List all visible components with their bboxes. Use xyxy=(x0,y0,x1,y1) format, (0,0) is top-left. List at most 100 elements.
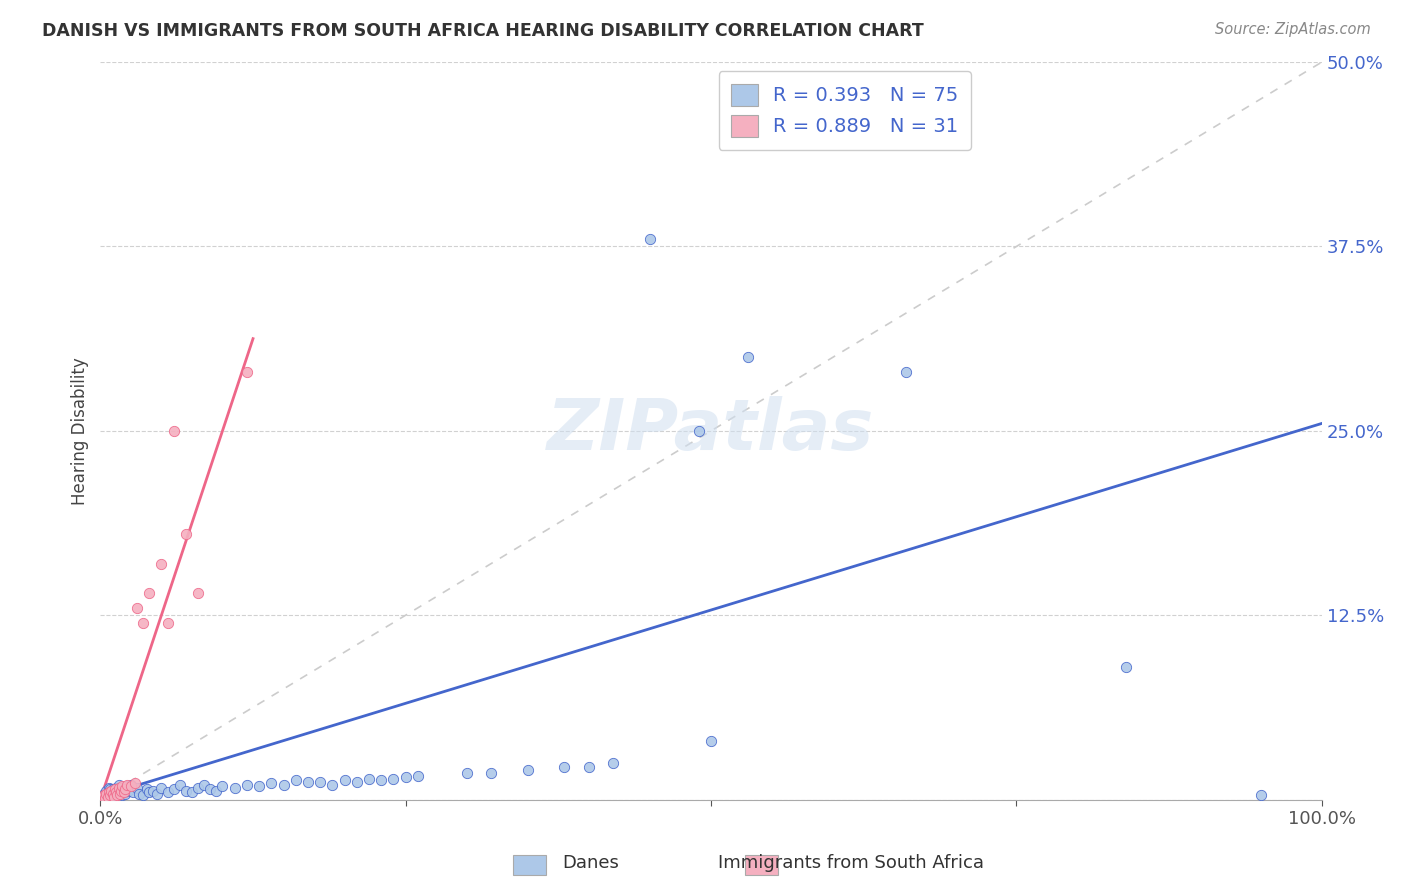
Point xyxy=(162,782,184,797)
Point xyxy=(97,785,120,799)
Point xyxy=(93,787,115,801)
Point xyxy=(96,787,118,801)
Point xyxy=(120,778,142,792)
Point xyxy=(150,780,173,795)
Point xyxy=(578,760,600,774)
Point xyxy=(98,788,121,802)
Text: ZIPatlas: ZIPatlas xyxy=(547,396,875,466)
Point xyxy=(93,788,115,802)
Point xyxy=(145,787,167,801)
Point xyxy=(97,780,120,795)
Point xyxy=(97,789,120,804)
Point xyxy=(125,780,148,795)
Point xyxy=(181,785,204,799)
Point xyxy=(370,773,392,788)
Point xyxy=(107,783,129,797)
Point xyxy=(187,780,209,795)
Point xyxy=(896,365,918,379)
Point xyxy=(91,789,114,804)
Point xyxy=(107,778,129,792)
Point xyxy=(110,780,132,795)
Point xyxy=(107,788,129,802)
Point xyxy=(406,769,429,783)
Point xyxy=(187,586,209,600)
Point xyxy=(174,783,197,797)
Point xyxy=(111,779,134,793)
Point xyxy=(110,783,132,797)
Point xyxy=(553,760,575,774)
Point xyxy=(156,615,179,630)
Point xyxy=(107,787,129,801)
Point xyxy=(236,778,259,792)
Y-axis label: Hearing Disability: Hearing Disability xyxy=(72,357,89,505)
Point xyxy=(260,776,283,790)
Point xyxy=(1115,660,1137,674)
Point xyxy=(132,788,155,802)
Point xyxy=(162,424,184,438)
Point xyxy=(156,785,179,799)
Point xyxy=(169,778,191,792)
Point xyxy=(115,779,138,793)
Point xyxy=(211,779,233,793)
Point xyxy=(205,783,228,797)
Point xyxy=(737,350,759,364)
Point xyxy=(273,778,295,792)
Point xyxy=(138,586,160,600)
Point xyxy=(104,782,127,797)
Point xyxy=(1250,788,1272,802)
Text: DANISH VS IMMIGRANTS FROM SOUTH AFRICA HEARING DISABILITY CORRELATION CHART: DANISH VS IMMIGRANTS FROM SOUTH AFRICA H… xyxy=(42,22,924,40)
Point xyxy=(479,766,502,780)
Point xyxy=(132,615,155,630)
Point xyxy=(456,766,478,780)
Point xyxy=(125,600,148,615)
Point xyxy=(284,773,307,788)
Point xyxy=(94,788,117,802)
Point xyxy=(150,557,173,571)
Point xyxy=(108,785,131,799)
Point xyxy=(100,787,122,801)
Point xyxy=(105,785,128,799)
Point xyxy=(128,787,150,801)
Point xyxy=(105,780,128,795)
Legend: R = 0.393   N = 75, R = 0.889   N = 31: R = 0.393 N = 75, R = 0.889 N = 31 xyxy=(718,71,970,150)
Point xyxy=(120,779,142,793)
Point xyxy=(346,774,368,789)
Point xyxy=(124,776,146,790)
Point xyxy=(101,789,124,804)
Point xyxy=(638,232,661,246)
Point xyxy=(98,782,121,797)
Point xyxy=(688,424,710,438)
Point xyxy=(101,782,124,797)
Point xyxy=(297,774,319,789)
Point xyxy=(193,778,215,792)
Point xyxy=(700,733,723,747)
Point xyxy=(142,783,165,797)
Point xyxy=(103,785,125,799)
Point xyxy=(112,785,135,799)
Point xyxy=(174,527,197,541)
Point xyxy=(115,778,138,792)
Point xyxy=(97,785,120,799)
Point xyxy=(98,788,121,802)
Point xyxy=(247,779,270,793)
Point xyxy=(96,791,118,805)
Point xyxy=(103,789,125,804)
Point xyxy=(200,782,222,797)
Point xyxy=(236,365,259,379)
Point xyxy=(122,785,145,799)
Point xyxy=(104,788,127,802)
Point xyxy=(357,772,380,786)
Point xyxy=(112,782,135,797)
Point xyxy=(516,763,538,777)
Point xyxy=(108,787,131,801)
Point xyxy=(111,788,134,802)
Point xyxy=(114,787,136,801)
Text: Danes: Danes xyxy=(562,855,619,872)
Point xyxy=(224,780,246,795)
Point xyxy=(602,756,624,770)
Point xyxy=(309,774,332,789)
Point xyxy=(97,789,120,804)
Point xyxy=(135,782,157,797)
Point xyxy=(101,787,124,801)
Point xyxy=(107,780,129,795)
